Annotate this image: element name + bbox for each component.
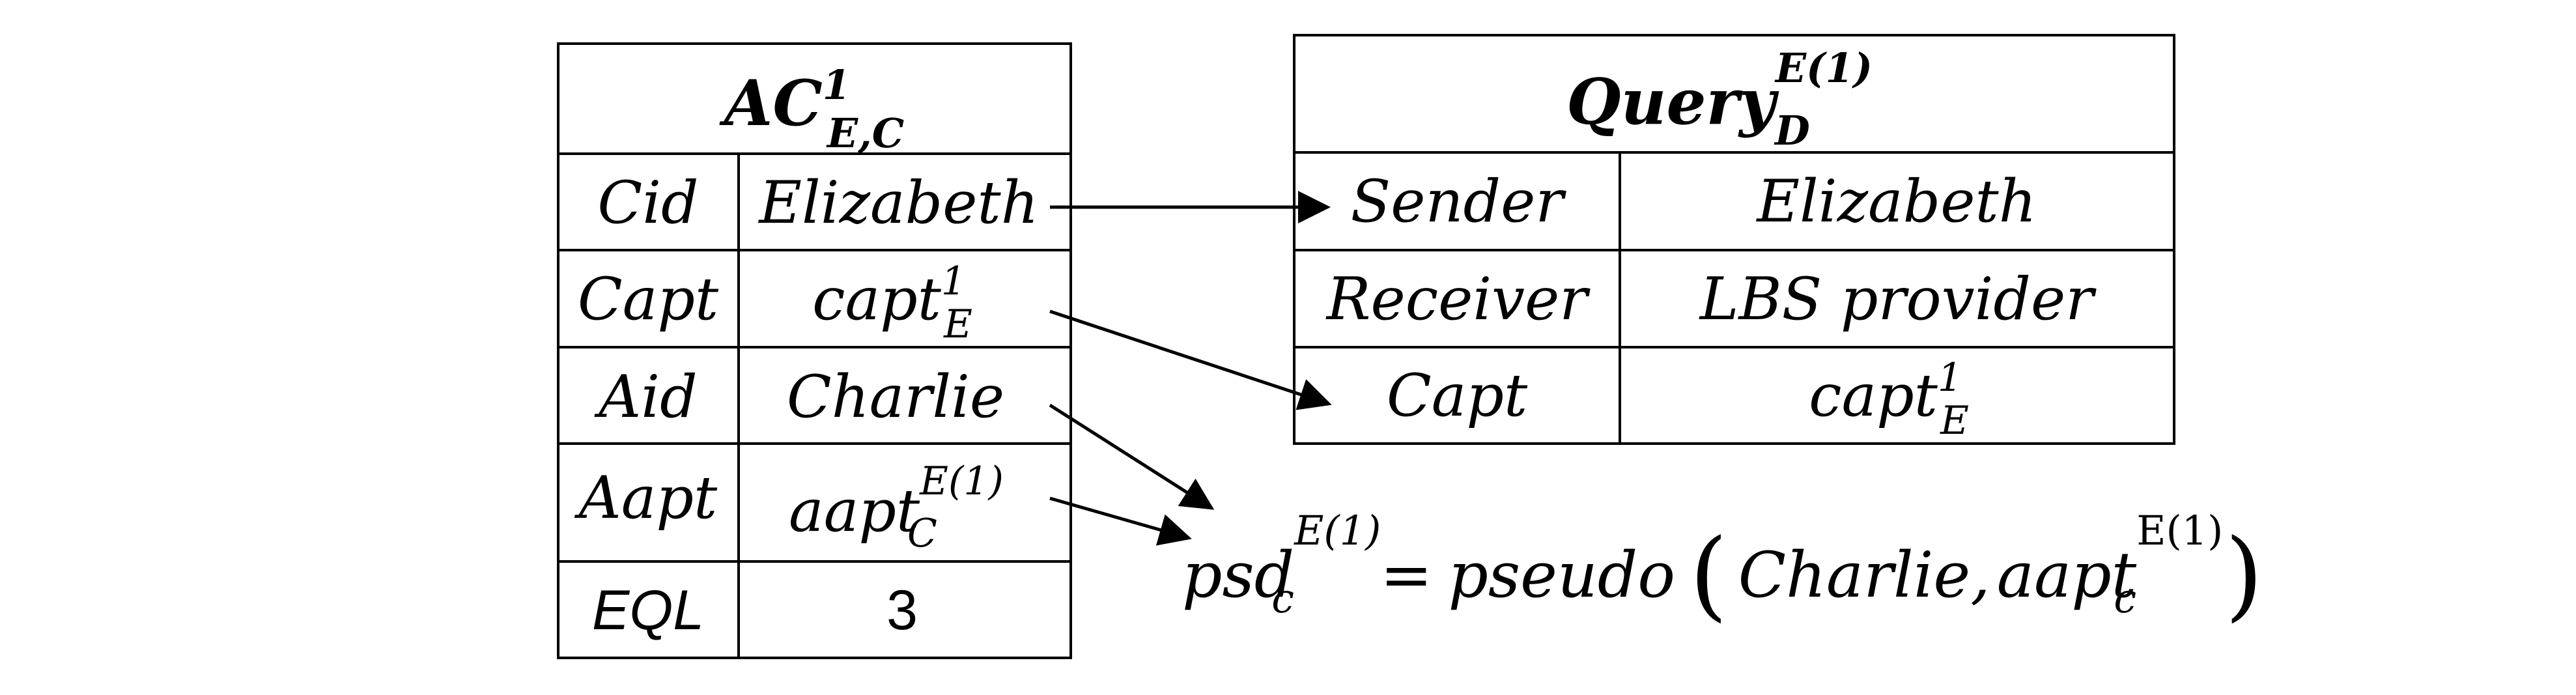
left-row-cid-value: Elizabeth xyxy=(757,169,1038,237)
right-row-capt-key: Capt xyxy=(1387,362,1528,430)
arrow-aapt-to-formula xyxy=(1049,496,1192,546)
left-row-cid-key: Cid xyxy=(597,169,698,237)
right-row-receiver-value: LBS provider xyxy=(1699,265,2097,333)
left-row-capt-key: Capt xyxy=(578,265,719,333)
right-row-receiver-key: Receiver xyxy=(1325,265,1591,333)
left-row-eql-key: EQL xyxy=(592,579,704,642)
left-row-aid-key: Aid xyxy=(594,363,697,431)
pseudonym-formula: psdE(1) c = pseudo(Charlie, aaptE(1) c) xyxy=(1182,507,2263,632)
right-row-sender-value: Elizabeth xyxy=(1755,167,2036,236)
left-row-aid-value: Charlie xyxy=(787,363,1004,431)
left-table-title: AC1 E,C xyxy=(719,61,904,157)
right-row-capt-value: capt1 E xyxy=(1809,355,1969,444)
left-row-capt-value: capt1 E xyxy=(812,259,972,347)
arrow-capt-to-capt xyxy=(1049,309,1332,410)
right-table-title: QueryE(1) D xyxy=(1566,44,1873,154)
right-table: QueryE(1) D Sender Elizabeth Receiver LBS… xyxy=(1293,34,2175,445)
right-row-sender-key: Sender xyxy=(1351,167,1567,236)
left-row-aapt-key: Aapt xyxy=(574,464,718,532)
left-table: AC1 E,C Cid Elizabeth Capt capt1 E Aid Cha… xyxy=(557,42,1072,659)
arrows xyxy=(1049,191,1332,546)
left-row-aapt-value: aaptE(1) C xyxy=(789,459,1004,556)
left-row-eql-value: 3 xyxy=(886,579,918,642)
arrow-aid-to-formula xyxy=(1049,403,1215,510)
